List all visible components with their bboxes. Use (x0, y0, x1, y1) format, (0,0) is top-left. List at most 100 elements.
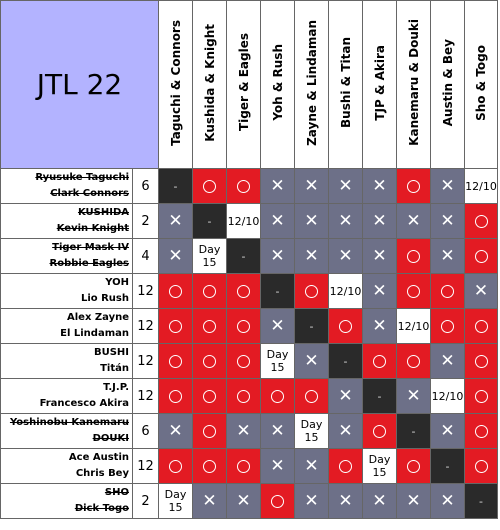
win-circle-icon (237, 459, 250, 473)
team-names: Ryusuke Taguchi Clark Connors (0, 168, 133, 204)
header-row: JTL 22 Taguchi & Connors Kushida & Knight… (0, 0, 498, 169)
result-loss: ✕ (362, 483, 397, 519)
team-points: 12 (132, 448, 159, 484)
self-match-dash: - (377, 389, 382, 403)
result-loss: ✕ (260, 168, 295, 204)
scheduled-date-part: Day (300, 418, 323, 431)
result-win (464, 343, 498, 379)
result-self: - (226, 238, 261, 274)
loss-x-icon: ✕ (338, 385, 353, 406)
scheduled-date-part: 15 (270, 361, 285, 374)
team-points: 12 (132, 308, 159, 344)
result-loss: ✕ (192, 483, 227, 519)
scheduled-date-part: Day (266, 348, 289, 361)
win-circle-icon (474, 249, 488, 263)
result-win (226, 378, 261, 414)
win-circle-icon (271, 389, 284, 403)
loss-x-icon: ✕ (304, 210, 319, 231)
wrestler-name: Ryusuke Taguchi (35, 172, 129, 183)
result-win (192, 413, 227, 449)
result-scheduled: Day 15 (158, 483, 193, 519)
column-header: Bushi & Titan (328, 0, 363, 169)
result-win (396, 168, 431, 204)
win-circle-icon (237, 354, 250, 368)
result-loss: ✕ (464, 273, 498, 309)
result-win (192, 378, 227, 414)
result-loss: ✕ (362, 168, 397, 204)
result-win (226, 448, 261, 484)
column-header-label: Bushi & Titan (338, 37, 353, 128)
loss-x-icon: ✕ (406, 385, 421, 406)
wrestler-name: Robbie Eagles (49, 258, 129, 269)
result-win (328, 448, 363, 484)
result-win (430, 273, 465, 309)
result-loss: ✕ (362, 238, 397, 274)
win-circle-icon (203, 424, 216, 438)
win-circle-icon (474, 424, 488, 438)
loss-x-icon: ✕ (372, 490, 387, 511)
wrestler-name: Chris Bey (75, 468, 129, 479)
result-win (260, 483, 295, 519)
result-win (464, 448, 498, 484)
win-circle-icon (203, 179, 216, 193)
result-win (192, 343, 227, 379)
wrestler-name: SHO (104, 487, 129, 498)
team-points: 12 (132, 378, 159, 414)
table-row: Alex Zayne El Lindaman 12 ✕ - ✕ 12/10 (0, 308, 498, 344)
result-loss: ✕ (260, 448, 295, 484)
win-circle-icon (237, 389, 250, 403)
standings-grid: JTL 22 Taguchi & Connors Kushida & Knight… (0, 0, 498, 519)
loss-x-icon: ✕ (372, 245, 387, 266)
column-header: TJP & Akira (362, 0, 397, 169)
scheduled-date: 12/10 (397, 319, 430, 333)
result-self: - (158, 168, 193, 204)
loss-x-icon: ✕ (440, 420, 455, 441)
win-circle-icon (203, 389, 216, 403)
team-names: Alex Zayne El Lindaman (0, 308, 133, 344)
result-loss: ✕ (430, 203, 465, 239)
result-scheduled: 12/10 (328, 273, 363, 309)
loss-x-icon: ✕ (236, 420, 251, 441)
win-circle-icon (203, 284, 216, 298)
win-circle-icon (203, 319, 216, 333)
result-win (464, 308, 498, 344)
column-header-label: Kushida & Knight (202, 23, 217, 142)
wrestler-name: Titán (100, 363, 129, 374)
loss-x-icon: ✕ (372, 175, 387, 196)
wrestler-name: Lio Rush (80, 293, 129, 304)
column-header-label: Kanemaru & Douki (406, 19, 421, 146)
loss-x-icon: ✕ (304, 350, 319, 371)
loss-x-icon: ✕ (168, 210, 183, 231)
self-match-dash: - (343, 354, 348, 368)
column-header: Kanemaru & Douki (396, 0, 431, 169)
wrestler-name: KUSHIDA (77, 207, 129, 218)
table-row: YOH Lio Rush 12 - 12/10 ✕ ✕ (0, 273, 498, 309)
win-circle-icon (474, 389, 488, 403)
scheduled-date-part: 15 (372, 466, 387, 479)
team-points: 12 (132, 343, 159, 379)
result-win (396, 273, 431, 309)
team-names: Yoshinobu Kanemaru DOUKI (0, 413, 133, 449)
wrestler-name: Kevin Knight (56, 223, 129, 234)
result-win (226, 273, 261, 309)
loss-x-icon: ✕ (202, 490, 217, 511)
result-win (158, 343, 193, 379)
loss-x-icon: ✕ (440, 175, 455, 196)
loss-x-icon: ✕ (236, 490, 251, 511)
loss-x-icon: ✕ (338, 490, 353, 511)
column-header: Kushida & Knight (192, 0, 227, 169)
result-loss: ✕ (226, 483, 261, 519)
scheduled-date-part: 15 (168, 501, 183, 514)
result-loss: ✕ (158, 238, 193, 274)
loss-x-icon: ✕ (338, 420, 353, 441)
result-win (464, 378, 498, 414)
scheduled-date-part: Day (198, 243, 221, 256)
self-match-dash: - (173, 179, 178, 193)
column-header-label: Yoh & Rush (270, 44, 285, 121)
result-loss: ✕ (328, 378, 363, 414)
column-header: Zayne & Lindaman (294, 0, 329, 169)
column-header-label: Taguchi & Connors (168, 19, 183, 146)
team-points: 2 (132, 483, 159, 519)
win-circle-icon (407, 179, 420, 193)
result-win (396, 343, 431, 379)
